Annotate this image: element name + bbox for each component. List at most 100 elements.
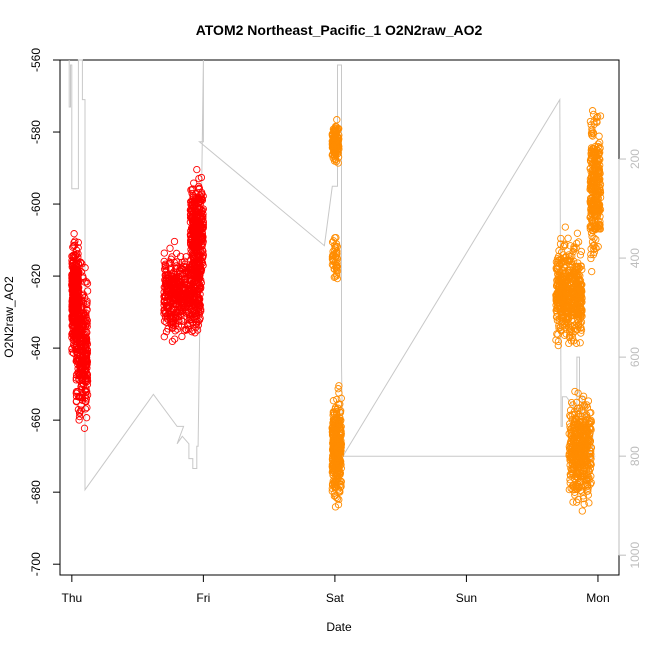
y-tick-label: -560 (29, 48, 43, 72)
data-point-s1 (199, 251, 207, 259)
data-point-s1 (168, 272, 176, 280)
data-point-s1 (190, 301, 199, 309)
data-point-s1 (167, 280, 175, 288)
data-point-s2 (328, 253, 337, 261)
data-point-s1 (74, 388, 82, 396)
data-point-s2 (328, 427, 337, 436)
data-point-s1 (82, 318, 90, 326)
data-point-s1 (76, 326, 84, 334)
data-point-s2 (331, 491, 340, 500)
data-point-s1 (77, 331, 85, 339)
data-point-s2 (566, 475, 574, 484)
data-point-s1 (171, 327, 179, 335)
data-point-s2 (596, 183, 604, 192)
x-tick-label: Sun (456, 591, 477, 605)
data-point-s2 (581, 420, 589, 428)
data-point-s1 (163, 284, 171, 293)
data-point-s1 (70, 238, 78, 247)
data-point-s1 (78, 303, 86, 311)
data-point-s2 (555, 256, 563, 264)
data-point-s2 (587, 460, 595, 469)
y-axis-label: O2N2raw_AO2 (2, 276, 16, 358)
data-point-s2 (592, 222, 600, 230)
data-point-s1 (160, 265, 169, 273)
data-point-s1 (77, 334, 85, 342)
data-point-s1 (190, 179, 198, 187)
data-point-s1 (188, 299, 196, 307)
data-point-s2 (589, 129, 597, 137)
data-point-s2 (568, 411, 576, 419)
data-point-s1 (173, 325, 181, 333)
data-point-s2 (330, 273, 338, 281)
data-point-s2 (591, 178, 599, 187)
data-point-s1 (79, 381, 88, 389)
data-point-s1 (182, 267, 191, 275)
data-point-s1 (191, 215, 200, 224)
data-point-s1 (74, 275, 82, 283)
data-point-s1 (77, 310, 86, 318)
data-point-s1 (166, 291, 175, 300)
data-point-s1 (77, 406, 85, 414)
data-point-s2 (557, 234, 565, 243)
data-point-s1 (190, 220, 198, 229)
data-point-s1 (161, 260, 169, 268)
data-point-s1 (181, 325, 190, 333)
data-point-s2 (560, 240, 569, 249)
data-point-s2 (337, 427, 345, 436)
data-point-s2 (588, 132, 597, 140)
y2-tick-label: 400 (628, 248, 642, 268)
data-point-s1 (189, 220, 197, 228)
y2-axis: 200 400 600 800 1000 (618, 149, 642, 569)
data-point-s1 (197, 267, 205, 275)
secondary-line (68, 59, 596, 492)
data-point-s2 (594, 202, 602, 210)
data-point-s1 (160, 297, 168, 305)
data-point-s2 (328, 255, 337, 263)
data-point-s2 (589, 148, 598, 156)
data-point-s1 (78, 292, 86, 300)
data-point-s1 (177, 265, 186, 273)
data-point-s2 (565, 430, 573, 438)
data-point-s2 (587, 250, 595, 259)
data-point-s1 (78, 370, 86, 378)
data-point-s2 (590, 234, 598, 242)
data-point-s2 (329, 469, 337, 477)
data-point-s2 (336, 414, 344, 422)
data-point-s1 (80, 424, 89, 432)
data-point-s1 (170, 237, 179, 246)
data-point-s1 (196, 238, 204, 246)
data-point-s2 (561, 301, 570, 309)
data-point-s1 (166, 258, 174, 266)
data-point-s2 (587, 223, 595, 231)
data-point-s1 (162, 277, 170, 285)
data-point-s1 (82, 414, 91, 422)
y-axis: -700 -680 -660 -640 -620 -600 -580 -560 (29, 48, 61, 576)
data-point-s2 (595, 157, 603, 166)
data-point-s2 (588, 267, 596, 276)
data-point-s2 (577, 285, 585, 293)
data-point-s2 (553, 296, 561, 304)
data-point-s1 (162, 287, 171, 295)
data-point-s2 (580, 444, 588, 453)
data-point-s2 (561, 223, 569, 231)
y2-tick-label: 1000 (628, 542, 642, 569)
data-point-s2 (571, 387, 579, 396)
data-point-s2 (568, 252, 576, 260)
data-point-s2 (592, 244, 600, 252)
data-point-s2 (573, 443, 581, 451)
data-point-s1 (189, 283, 198, 292)
data-point-s1 (72, 246, 81, 254)
x-tick-label: Fri (196, 591, 210, 605)
data-point-s1 (72, 389, 80, 397)
data-point-s2 (336, 488, 344, 496)
data-point-s1 (83, 319, 91, 328)
data-point-s2 (570, 410, 579, 419)
data-point-s2 (596, 217, 604, 226)
data-point-s2 (588, 125, 596, 133)
data-point-s1 (174, 292, 182, 301)
data-point-s2 (590, 186, 598, 194)
data-point-s2 (565, 485, 573, 494)
y-tick-label: -680 (29, 480, 43, 504)
data-point-s1 (75, 284, 83, 292)
data-point-s2 (573, 460, 581, 469)
